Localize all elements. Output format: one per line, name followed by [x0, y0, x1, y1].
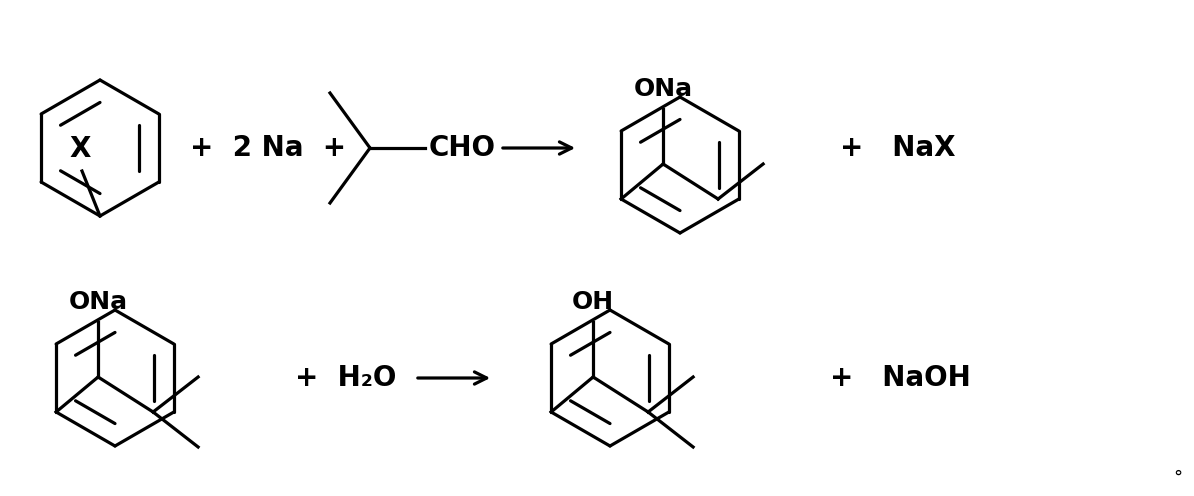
Text: +   NaX: + NaX — [841, 134, 955, 162]
Text: ONa: ONa — [68, 290, 128, 314]
Text: OH: OH — [572, 290, 614, 314]
Text: +   NaOH: + NaOH — [830, 364, 971, 392]
Text: °: ° — [1174, 469, 1182, 487]
Text: +  H₂O: + H₂O — [295, 364, 396, 392]
Text: +  2 Na  +: + 2 Na + — [190, 134, 346, 162]
Text: ONa: ONa — [634, 77, 693, 101]
Text: CHO: CHO — [429, 134, 496, 162]
Text: X: X — [69, 135, 91, 163]
